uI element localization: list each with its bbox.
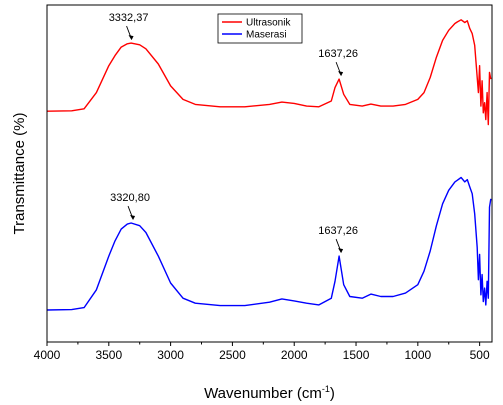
plot-frame	[46, 4, 493, 343]
peak-annotations: 3332,37 1637,26 3320,80 1637,26	[109, 12, 358, 254]
annotation-label: 1637,26	[318, 225, 358, 237]
x-tick-label-4000: 4000	[34, 348, 61, 362]
x-axis-title-text: Wavenumber (cm	[204, 385, 322, 402]
x-tick-label-3500: 3500	[95, 348, 122, 362]
series-line-ultrasonik	[46, 19, 492, 126]
annotation-label: 3320,80	[110, 192, 150, 204]
x-tick-label-500: 500	[470, 348, 490, 362]
legend-label-ultrasonik: Ultrasonik	[246, 18, 291, 29]
annotation-arrow-head-icon	[130, 215, 136, 221]
x-tick-label-2000: 2000	[281, 348, 308, 362]
x-tick-label-3000: 3000	[157, 348, 184, 362]
y-axis-title: Transmittance (%)	[11, 113, 28, 235]
x-tick-label-1500: 1500	[343, 348, 370, 362]
y-axis-title-text: Transmittance (%)	[11, 113, 28, 235]
annotation-label: 1637,26	[318, 48, 358, 60]
x-tick-label-2500: 2500	[219, 348, 246, 362]
plot-area	[46, 19, 492, 311]
legend-box	[217, 13, 303, 44]
series-line-maserasi	[46, 176, 492, 311]
x-axis-title-end: )	[330, 385, 335, 402]
annotation-arrow-head-icon	[338, 248, 344, 254]
x-axis-title-superscript: -1	[322, 384, 330, 394]
annotation-label: 3332,37	[109, 12, 149, 24]
annotation-arrow-head-icon	[338, 71, 344, 77]
legend-label-maserasi: Maserasi	[246, 30, 287, 41]
x-axis-title: Wavenumber (cm-1)	[204, 384, 335, 402]
x-axis-ticks: 4000 3500 3000 2500 2000 1500 1000 500	[34, 342, 490, 362]
annotation-arrow-head-icon	[128, 35, 134, 41]
x-tick-label-1000: 1000	[404, 348, 431, 362]
